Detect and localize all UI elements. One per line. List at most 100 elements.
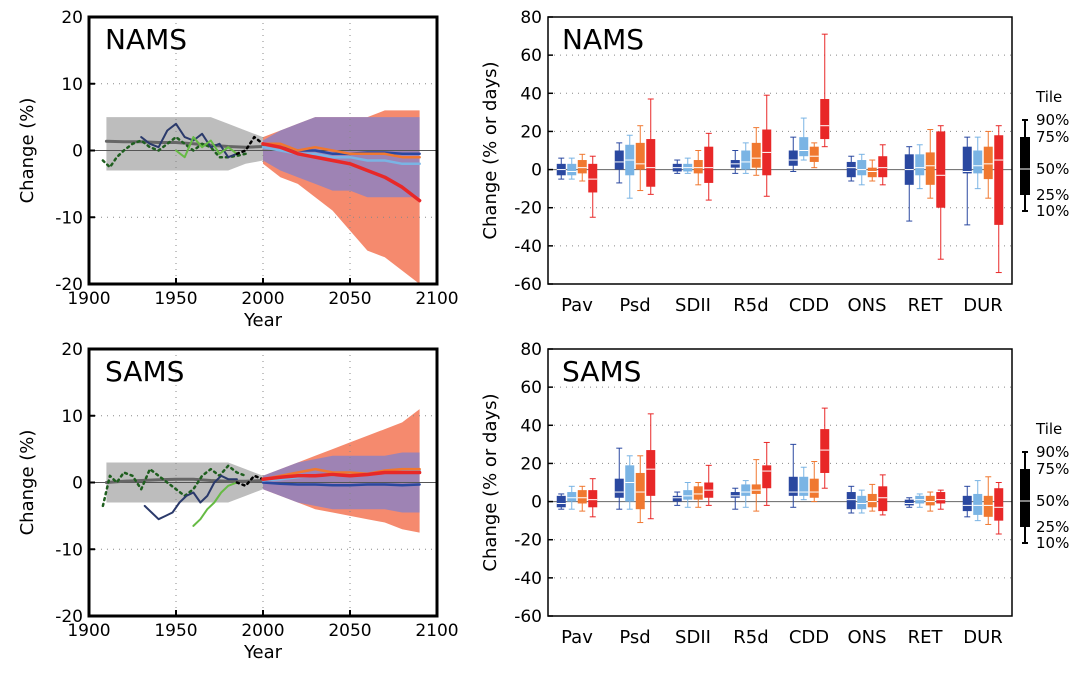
box-sdii-rcp60 [693,486,703,500]
category-label: DUR [963,627,1003,648]
series-line-obs_lime [175,136,238,159]
legend-percentile-label: 90% [1036,443,1069,461]
box-dur-rcp85 [994,488,1004,521]
plot-area [89,349,437,616]
category-label: DUR [963,295,1003,316]
box-psd-rcp26 [614,150,624,170]
box-ret-rcp85 [936,492,946,504]
category-label: SDII [675,295,711,316]
box-pav-rcp45 [567,492,577,502]
category-label: Pav [561,627,593,648]
box-ons-rcp60 [867,167,877,178]
box-pav-rcp85 [588,490,598,508]
box-r5d-rcp85 [762,465,772,489]
x-tick-label: 2000 [241,289,284,309]
boxplot-panel-nams: Pav Psd SDII R5d CDD ONS RET DUR -60 -40 -20 0 20 40 6… [480,8,1013,316]
box-ons-rcp26 [846,161,856,178]
panel-title: SAMS [562,355,641,388]
x-tick-label: 1950 [154,289,197,309]
box-ons-rcp85 [878,156,888,178]
legend-title: Tile [1035,420,1062,438]
y-tick-label: -40 [514,569,542,589]
percentile-legend-top: Tile 90%75% 50% 25%10% [1020,88,1069,220]
legend-percentile-label: 75% [1036,128,1069,146]
category-label: Psd [619,295,650,316]
box-ret-rcp60 [925,495,935,506]
box-dur-rcp26 [962,146,972,174]
box-psd-rcp45 [625,465,635,502]
series-line-rcp85 [261,142,422,203]
box-pav-rcp85 [588,163,598,193]
y-axis-label: Change (%) [17,430,38,536]
box-cdd-rcp60 [809,478,819,498]
series-line-rcp26 [261,481,421,487]
box-psd-rcp26 [614,478,624,498]
box-sdii-rcp26 [672,495,682,502]
box-cdd-rcp45 [799,476,809,496]
category-label: RET [908,295,944,316]
box-pav-rcp60 [577,160,587,174]
legend-box [1020,137,1030,195]
box-cdd-rcp26 [788,476,798,496]
y-tick-label: -20 [55,275,83,295]
series-line-rcp60 [261,142,421,159]
box-ret-rcp45 [915,154,925,176]
y-axis-label: Change (%) [17,98,38,204]
box-r5d-rcp45 [741,150,751,170]
x-tick-label: 2100 [415,289,458,309]
timeseries-panel-nams: 1900 1950 2000 2050 2100 -20 -10 0 10 20 Year Chang… [17,8,459,331]
plot-frame [547,348,1013,617]
box-cdd-rcp85 [820,99,830,140]
legend-percentile-label: 25% [1036,518,1069,536]
category-label: Psd [619,627,650,648]
y-tick-label: 80 [520,8,542,28]
legend-percentile-label: 90% [1036,111,1069,129]
category-label: ONS [847,295,886,316]
y-tick-label: 40 [520,84,542,104]
category-label: R5d [733,295,768,316]
box-psd-rcp85 [646,450,656,496]
panel-title: SAMS [105,355,184,388]
box-r5d-rcp60 [751,142,761,168]
box-ons-rcp85 [878,486,888,512]
box-ons-rcp26 [846,492,856,510]
series-line-obs_black [235,135,265,156]
legend-box [1020,469,1030,527]
box-cdd-rcp60 [809,146,819,162]
y-tick-label: 0 [72,474,83,494]
box-dur-rcp60 [983,146,993,180]
box-ons-rcp45 [857,160,867,176]
box-dur-rcp85 [994,135,1004,225]
box-pav-rcp60 [577,490,587,504]
box-ret-rcp26 [904,499,914,506]
box-ons-rcp60 [867,493,877,508]
legend-percentile-label: 10% [1036,534,1069,552]
category-label: CDD [789,295,829,316]
percentile-legend-bottom: Tile 90%75% 50% 25%10% [1020,420,1069,552]
box-psd-rcp60 [635,142,645,170]
plot-area [89,17,437,284]
box-dur-rcp45 [973,150,983,174]
box-pav-rcp45 [567,163,577,176]
y-tick-label: -60 [514,275,542,295]
box-ret-rcp85 [936,131,946,208]
y-tick-label: -10 [55,208,83,228]
timeseries-panel-sams: 1900 1950 2000 2050 2100 -20 -10 0 10 20 Year Chang… [17,340,459,663]
series-line-obs_green [101,464,247,508]
category-label: ONS [847,627,886,648]
boxplot-panel-sams: Pav Psd SDII R5d CDD ONS RET DUR -60 -40 -20 0 20 40 6… [480,340,1013,648]
x-tick-label: 1900 [67,621,110,641]
x-tick-label: 2100 [415,621,458,641]
legend-percentile-label: 75% [1036,460,1069,478]
box-dur-rcp60 [983,495,993,517]
y-tick-label: 20 [61,8,83,28]
category-label: CDD [789,627,829,648]
x-tick-label: 2050 [328,621,371,641]
y-tick-label: 40 [520,416,542,436]
y-tick-label: 80 [520,340,542,360]
series-line-obs_black [235,474,265,488]
box-cdd-rcp85 [820,429,830,473]
box-sdii-rcp45 [683,490,693,500]
x-axis-label: Year [243,642,283,663]
